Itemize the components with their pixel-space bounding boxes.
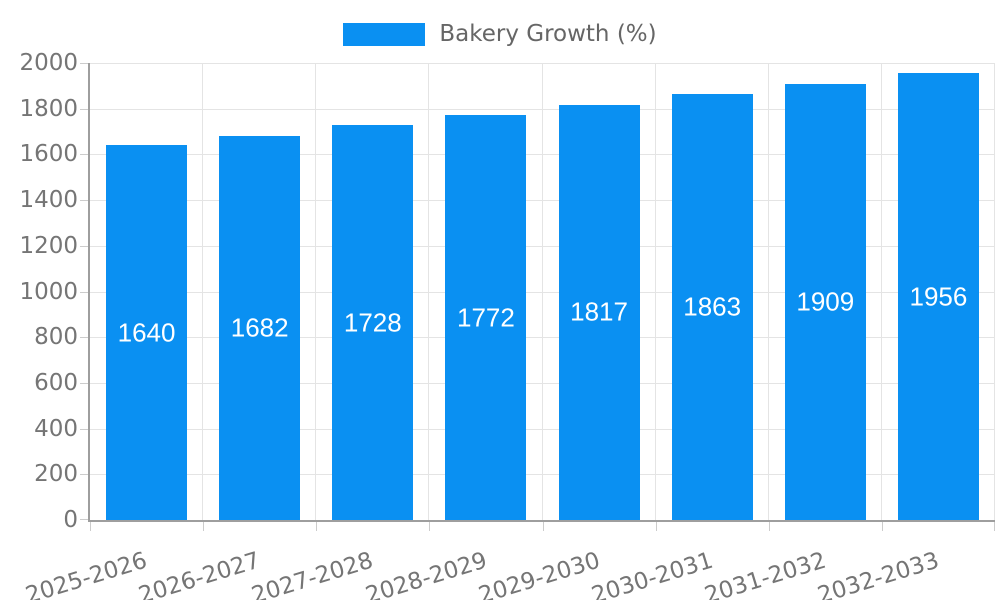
y-axis-tick [80, 474, 88, 476]
x-axis-category-label: 2028-2029 [362, 547, 490, 600]
gridline-vertical [880, 63, 882, 520]
y-axis-tick [80, 428, 88, 430]
bar-value-label: 1817 [570, 296, 628, 327]
bar-2025-2026[interactable]: 1640 [106, 145, 188, 520]
gridline-horizontal [90, 154, 995, 156]
legend-label: Bakery Growth (%) [439, 21, 657, 47]
x-axis-tick [316, 522, 318, 531]
gridline-vertical [202, 63, 204, 520]
x-axis-category-label: 2032-2033 [814, 547, 943, 600]
x-axis-category-label: 2030-2031 [588, 547, 716, 600]
legend-swatch [343, 22, 426, 46]
gridline-vertical [994, 63, 995, 520]
plot-area: 1640 1682 1728 1772 1817 1863 1909 1956 [80, 63, 995, 531]
y-axis-tick [80, 382, 88, 384]
bar-value-label: 1909 [796, 286, 855, 317]
x-axis-tick [542, 522, 544, 531]
bar-2027-2028[interactable]: 1728 [332, 125, 414, 520]
x-axis-tick [768, 522, 770, 531]
y-axis-tick-label: 400 [34, 415, 78, 442]
gridline-vertical [428, 63, 430, 520]
y-axis-tick-label: 600 [34, 369, 78, 396]
gridline-horizontal [90, 108, 995, 110]
x-axis-category-label: 2027-2028 [249, 547, 377, 600]
y-axis-tick-label: 1000 [19, 278, 78, 305]
y-axis-tick-label: 1400 [19, 187, 78, 214]
x-axis-tick [90, 522, 91, 531]
x-axis-tick [881, 522, 883, 531]
y-axis-tick [80, 245, 88, 247]
x-axis-tick [203, 522, 205, 531]
y-axis-tick-label: 1200 [19, 232, 78, 259]
gridline-horizontal [90, 245, 995, 247]
gridline-horizontal [90, 337, 995, 339]
y-axis-tick-label: 1800 [19, 95, 78, 122]
gridline-horizontal [90, 291, 995, 293]
y-axis-tick [80, 154, 88, 156]
y-axis-tick-label: 1600 [19, 141, 78, 168]
bar-value-label: 1728 [343, 307, 402, 338]
bar-value-label: 1682 [230, 312, 289, 343]
bar-2029-2030[interactable]: 1817 [558, 104, 640, 520]
gridline-horizontal [90, 200, 995, 202]
gridline-vertical [315, 63, 317, 520]
x-axis-category-label: 2025-2026 [22, 547, 151, 600]
y-axis-tick [80, 200, 88, 202]
x-axis-tick [429, 522, 431, 531]
bar-value-label: 1956 [909, 281, 968, 312]
gridline-vertical [767, 63, 769, 520]
x-axis-category-label: 2026-2027 [135, 547, 264, 600]
bar-value-label: 1772 [457, 302, 515, 333]
y-axis-tick-label: 2000 [19, 50, 78, 76]
x-axis-tick [655, 522, 657, 531]
gridline-horizontal [90, 474, 995, 476]
y-axis-tick-label: 800 [34, 324, 78, 351]
y-axis-tick [80, 291, 88, 293]
bar-value-label: 1640 [117, 317, 176, 348]
bar-2032-2033[interactable]: 1956 [897, 73, 979, 520]
legend[interactable]: Bakery Growth (%) [0, 21, 1000, 47]
y-axis-tick [80, 108, 88, 110]
bar-2031-2032[interactable]: 1909 [784, 83, 866, 520]
y-axis-tick-label: 0 [63, 507, 78, 533]
y-axis-tick [80, 63, 88, 64]
gridline-horizontal [90, 63, 995, 64]
y-axis-tick [80, 519, 88, 520]
gridline-vertical [654, 63, 656, 520]
bar-2028-2029[interactable]: 1772 [445, 115, 527, 520]
gridline-horizontal [90, 428, 995, 430]
gridline-vertical [541, 63, 543, 520]
bar-value-label: 1863 [683, 291, 742, 322]
x-axis-category-label: 2031-2032 [701, 547, 830, 600]
x-axis-tick [994, 522, 995, 531]
gridline-horizontal [90, 382, 995, 384]
x-axis-category-label: 2029-2030 [475, 547, 603, 600]
y-axis-tick-label: 200 [34, 461, 78, 488]
bar-2030-2031[interactable]: 1863 [671, 94, 753, 520]
y-axis-tick [80, 337, 88, 339]
bar-2026-2027[interactable]: 1682 [219, 135, 301, 520]
